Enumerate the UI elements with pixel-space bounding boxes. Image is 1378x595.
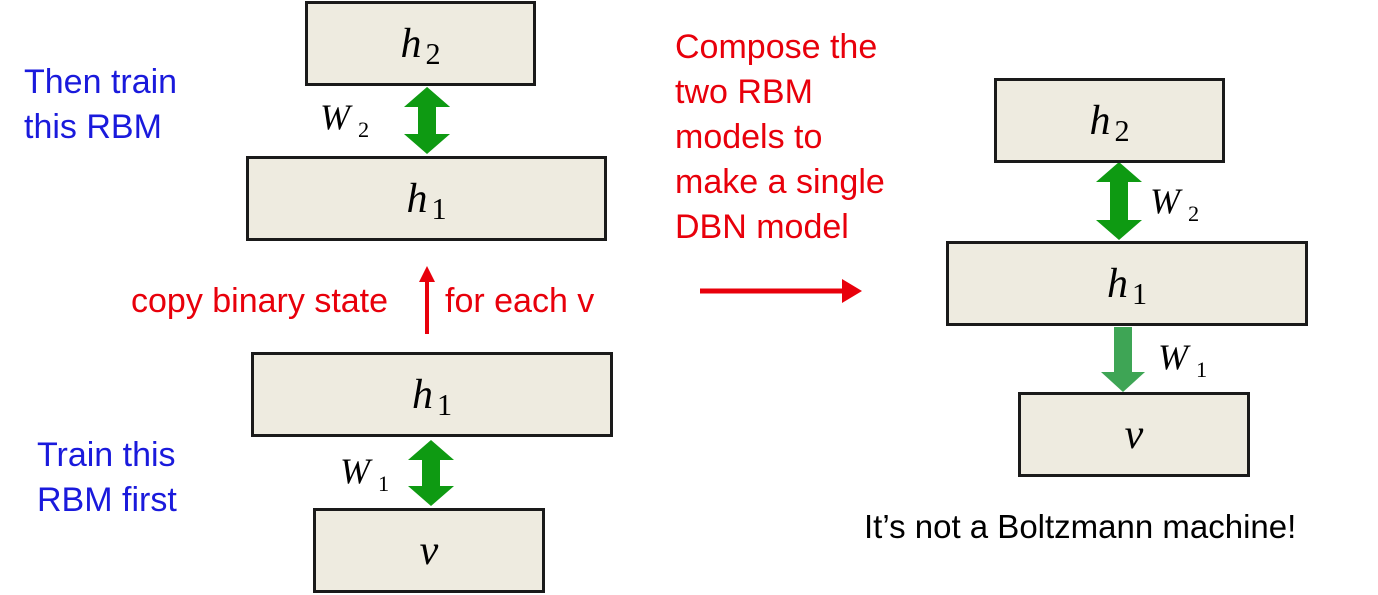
right-w2-base: W — [1150, 181, 1180, 221]
compose-right-arrow — [700, 279, 862, 303]
left-w1-base: W — [340, 451, 370, 491]
for-each-v-text: for each v — [445, 282, 595, 320]
compose-line-1: Compose the — [675, 28, 878, 66]
right-w1-base: W — [1158, 337, 1188, 377]
left-lower-h1-subscript: 1 — [436, 387, 453, 422]
right-v-label: v — [1124, 411, 1144, 458]
train-this-line-2: RBM first — [37, 481, 177, 519]
train-this-line-1: Train this — [37, 436, 176, 474]
then-train-note: Then train this RBM — [24, 60, 177, 150]
left-w1-subscript: 1 — [378, 470, 390, 496]
then-train-line-1: Then train — [24, 63, 178, 101]
right-w1-down-arrow — [1101, 327, 1145, 392]
not-boltzmann-caption: It’s not a Boltzmann machine! — [864, 508, 1297, 545]
left-v-box: v — [313, 508, 545, 593]
compose-line-5: DBN model — [675, 208, 849, 246]
right-w1-subscript: 1 — [1196, 356, 1208, 382]
left-h2-subscript: 2 — [425, 36, 441, 71]
left-h2-label: h — [400, 20, 422, 67]
left-v-label: v — [419, 527, 439, 574]
right-h1-subscript: 1 — [1131, 276, 1148, 311]
copy-binary-state-text: copy binary state — [131, 282, 389, 320]
copy-up-arrow — [419, 266, 435, 334]
left-lower-h1-label: h — [411, 371, 433, 418]
left-upper-h1-label: h — [406, 175, 428, 222]
left-w2-double-arrow — [404, 87, 450, 154]
left-w1-double-arrow — [408, 440, 454, 506]
right-h2-label: h — [1089, 97, 1111, 144]
left-upper-h1-subscript: 1 — [431, 191, 447, 226]
then-train-line-2: this RBM — [24, 108, 162, 146]
compose-line-2: two RBM — [675, 73, 813, 111]
compose-line-4: make a single — [675, 163, 885, 201]
right-w2-double-arrow — [1096, 162, 1142, 240]
right-h1-label: h — [1106, 260, 1128, 307]
right-v-box: v — [1018, 392, 1250, 477]
train-this-note: Train this RBM first — [37, 433, 177, 523]
compose-line-3: models to — [675, 118, 823, 156]
compose-note: Compose the two RBM models to make a sin… — [675, 25, 885, 250]
left-w2-base: W — [320, 97, 350, 137]
right-h2-subscript: 2 — [1114, 113, 1130, 148]
left-w2-subscript: 2 — [358, 116, 370, 142]
right-w2-subscript: 2 — [1188, 200, 1200, 226]
